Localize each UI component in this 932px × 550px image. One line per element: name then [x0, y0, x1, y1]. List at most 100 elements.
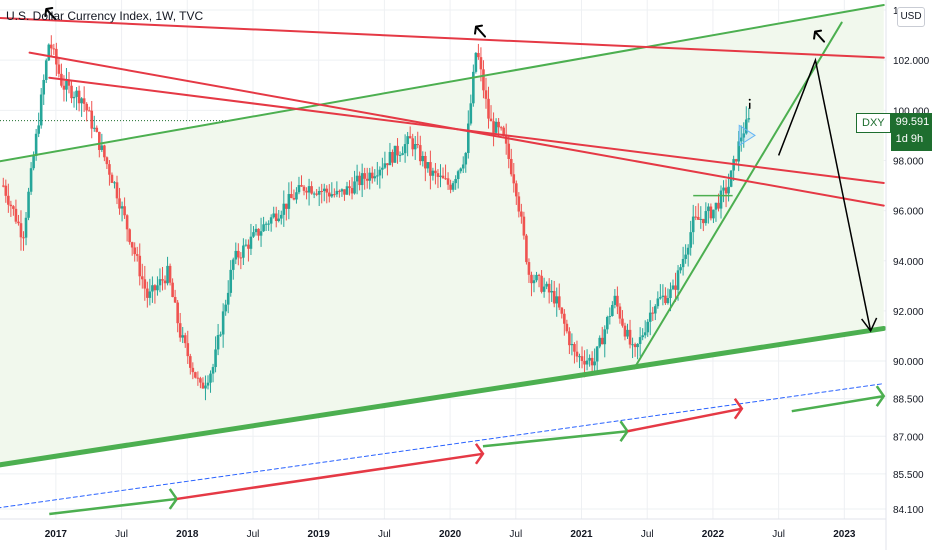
candle-body	[269, 217, 273, 224]
candle-body	[365, 178, 369, 181]
candle-body	[684, 254, 687, 259]
y-tick-label: 88.500	[893, 395, 924, 406]
y-tick-label: 87.000	[893, 432, 924, 443]
candle-body	[590, 357, 594, 366]
candle-body	[626, 329, 629, 337]
cursor-pointer-icon	[813, 29, 826, 43]
candle-body	[489, 118, 493, 122]
candle-body	[82, 98, 86, 104]
candle-body	[348, 186, 351, 188]
candle-body	[312, 193, 316, 195]
candle-body	[600, 337, 604, 345]
candle-body	[32, 155, 35, 169]
candle-body	[593, 361, 596, 366]
candle-body	[290, 194, 293, 198]
candle-body	[454, 179, 457, 184]
candle-body	[676, 270, 680, 290]
candle-body	[671, 285, 675, 290]
currency-button[interactable]: USD	[897, 7, 925, 27]
candle-body	[72, 96, 76, 99]
candle-body	[244, 244, 248, 246]
candle-body	[17, 221, 20, 224]
candle-body	[502, 127, 505, 135]
candle-body	[151, 285, 154, 292]
candle-body	[560, 307, 564, 314]
candle-body	[699, 218, 703, 220]
candle-body	[47, 44, 51, 61]
candle-body	[183, 335, 187, 344]
candle-body	[44, 60, 48, 80]
candle-body	[580, 356, 584, 361]
candle-body	[194, 372, 197, 378]
candle-body	[315, 193, 318, 195]
candle-body	[216, 335, 220, 350]
candle-body	[333, 194, 336, 196]
x-tick-label: 2019	[308, 529, 331, 540]
candle-body	[696, 216, 700, 220]
candle-body	[302, 186, 306, 191]
candle-body	[664, 295, 667, 304]
candle-body	[497, 121, 500, 128]
candle-body	[585, 360, 589, 365]
candle-body	[570, 344, 574, 346]
candle-body	[694, 216, 698, 218]
candle-body	[578, 356, 581, 358]
candle-body	[707, 206, 710, 212]
chart-title: U.S. Dollar Currency Index, 1W, TVC	[6, 9, 204, 23]
candle-body	[350, 187, 354, 194]
y-tick-label: 102.000	[893, 56, 930, 67]
candle-body	[62, 85, 66, 90]
candle-body	[388, 151, 392, 166]
candle-body	[249, 236, 253, 249]
candle-body	[257, 228, 260, 236]
candle-body	[643, 332, 647, 336]
time-axis[interactable]: 2017 Jul 2018 Jul 2019 Jul 2020 Jul 2021 Jul 2022 J…	[45, 529, 856, 540]
candle-body	[709, 206, 713, 219]
candle-body	[237, 250, 240, 258]
x-tick-label: 2021	[570, 529, 593, 540]
candle-body	[4, 185, 8, 196]
projection-arrowhead	[861, 317, 878, 333]
candle-body	[80, 98, 83, 104]
candle-body	[638, 337, 642, 344]
candle-body	[466, 123, 470, 153]
candle-body	[247, 244, 250, 249]
candle-body	[605, 317, 609, 330]
cycle-arrow	[49, 497, 177, 516]
candle-body	[12, 206, 15, 209]
candle-body	[259, 231, 263, 236]
resistance-low	[48, 76, 885, 185]
cursor-pointer-icon	[474, 24, 487, 38]
candle-body	[742, 133, 746, 138]
candle-body	[479, 57, 483, 70]
candle-body	[262, 224, 265, 232]
channel-fill	[0, 5, 884, 465]
candle-body	[295, 192, 298, 200]
candle-body	[87, 110, 91, 112]
candle-body	[499, 127, 503, 129]
candle-body	[75, 90, 78, 97]
candle-body	[484, 90, 488, 99]
candle-body	[135, 254, 139, 256]
price-axis[interactable]: 104.0102.000100.00098.00096.00094.00092.…	[893, 6, 930, 516]
candle-body	[358, 175, 361, 186]
candle-body	[542, 286, 546, 292]
candle-body	[90, 110, 94, 129]
candle-body	[19, 223, 23, 238]
candle-body	[530, 274, 533, 284]
candle-body	[92, 127, 96, 129]
candle-body	[70, 85, 73, 99]
candle-body	[681, 258, 685, 268]
candle-body	[406, 136, 409, 145]
candle-body	[65, 80, 68, 90]
candle-body	[636, 343, 639, 348]
candle-body	[343, 189, 346, 195]
candle-body	[722, 187, 725, 191]
candle-body	[383, 163, 387, 168]
candle-body	[704, 211, 708, 224]
candle-body	[494, 121, 498, 133]
dashed-mid	[0, 383, 885, 509]
candle-body	[517, 196, 521, 212]
y-tick-label: 100.000	[893, 106, 930, 117]
